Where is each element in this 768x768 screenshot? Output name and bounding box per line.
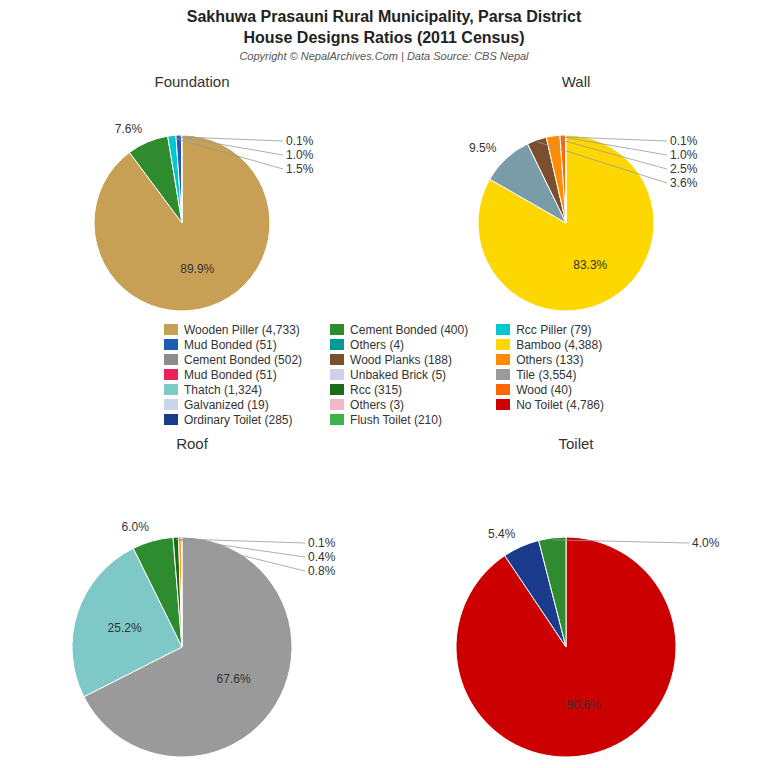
html-text:Others (133): Others (133) — [516, 352, 584, 367]
svg-text:90.6%: 90.6% — [567, 698, 601, 712]
svg-text:9.5%: 9.5% — [469, 141, 497, 155]
svg-text:6.0%: 6.0% — [122, 520, 150, 534]
html-text:Wood Planks (188): Wood Planks (188) — [350, 352, 452, 367]
svg-text:0.1%: 0.1% — [308, 536, 336, 550]
html-text:Rcc (315): Rcc (315) — [350, 382, 403, 397]
html-text:Others (3): Others (3) — [350, 397, 405, 412]
html-text:Thatch (1,324): Thatch (1,324) — [184, 382, 262, 397]
svg-text:67.6%: 67.6% — [217, 672, 251, 686]
html-text:Galvanized (19): Galvanized (19) — [184, 397, 269, 412]
svg-text:0.4%: 0.4% — [308, 550, 336, 564]
html-text:Cement Bonded (400): Cement Bonded (400) — [350, 322, 469, 337]
html-text:Sakhuwa Prasauni Rural Municip: Sakhuwa Prasauni Rural Municipality, Par… — [186, 8, 582, 25]
html-text:House Designs Ratios (2011 Cen: House Designs Ratios (2011 Census) — [243, 29, 525, 46]
svg-text:25.2%: 25.2% — [108, 621, 142, 635]
html-text:Toilet: Toilet — [558, 435, 594, 452]
html-text:Ordinary Toilet (285): Ordinary Toilet (285) — [184, 412, 293, 427]
html-text:Bamboo (4,388): Bamboo (4,388) — [516, 337, 603, 352]
svg-text:7.6%: 7.6% — [115, 122, 143, 136]
html-text:Wood (40): Wood (40) — [516, 382, 572, 397]
svg-text:0.8%: 0.8% — [308, 564, 336, 578]
html-text:Roof: Roof — [176, 435, 208, 452]
svg-text:1.0%: 1.0% — [286, 148, 314, 162]
html-text:Tile (3,554): Tile (3,554) — [516, 367, 577, 382]
svg-text:89.9%: 89.9% — [180, 262, 214, 276]
html-text:Wooden Piller (4,733): Wooden Piller (4,733) — [184, 322, 300, 337]
svg-text:3.6%: 3.6% — [670, 176, 698, 190]
svg-text:0.1%: 0.1% — [286, 134, 314, 148]
html-text:Foundation: Foundation — [154, 73, 230, 90]
html-text:Copyright © NepalArchives.Com: Copyright © NepalArchives.Com | Data Sou… — [239, 50, 529, 62]
svg-text:1.0%: 1.0% — [670, 148, 698, 162]
html-text:Cement Bonded (502): Cement Bonded (502) — [184, 352, 303, 367]
svg-text:0.1%: 0.1% — [670, 134, 698, 148]
html-text:Flush Toilet (210): Flush Toilet (210) — [350, 412, 442, 427]
html-text:No Toilet (4,786): No Toilet (4,786) — [516, 397, 604, 412]
svg-text:2.5%: 2.5% — [670, 162, 698, 176]
svg-text:83.3%: 83.3% — [573, 258, 607, 272]
html-text:Mud Bonded (51): Mud Bonded (51) — [184, 367, 277, 382]
html-text:Wall: Wall — [561, 73, 591, 90]
html-text:Others (4): Others (4) — [350, 337, 405, 352]
html-text:Unbaked Brick (5): Unbaked Brick (5) — [350, 367, 447, 382]
html-text:Rcc Piller (79): Rcc Piller (79) — [516, 322, 592, 337]
svg-text:5.4%: 5.4% — [488, 527, 516, 541]
svg-text:4.0%: 4.0% — [692, 536, 720, 550]
svg-text:1.5%: 1.5% — [286, 162, 314, 176]
html-text:Mud Bonded (51): Mud Bonded (51) — [184, 337, 277, 352]
